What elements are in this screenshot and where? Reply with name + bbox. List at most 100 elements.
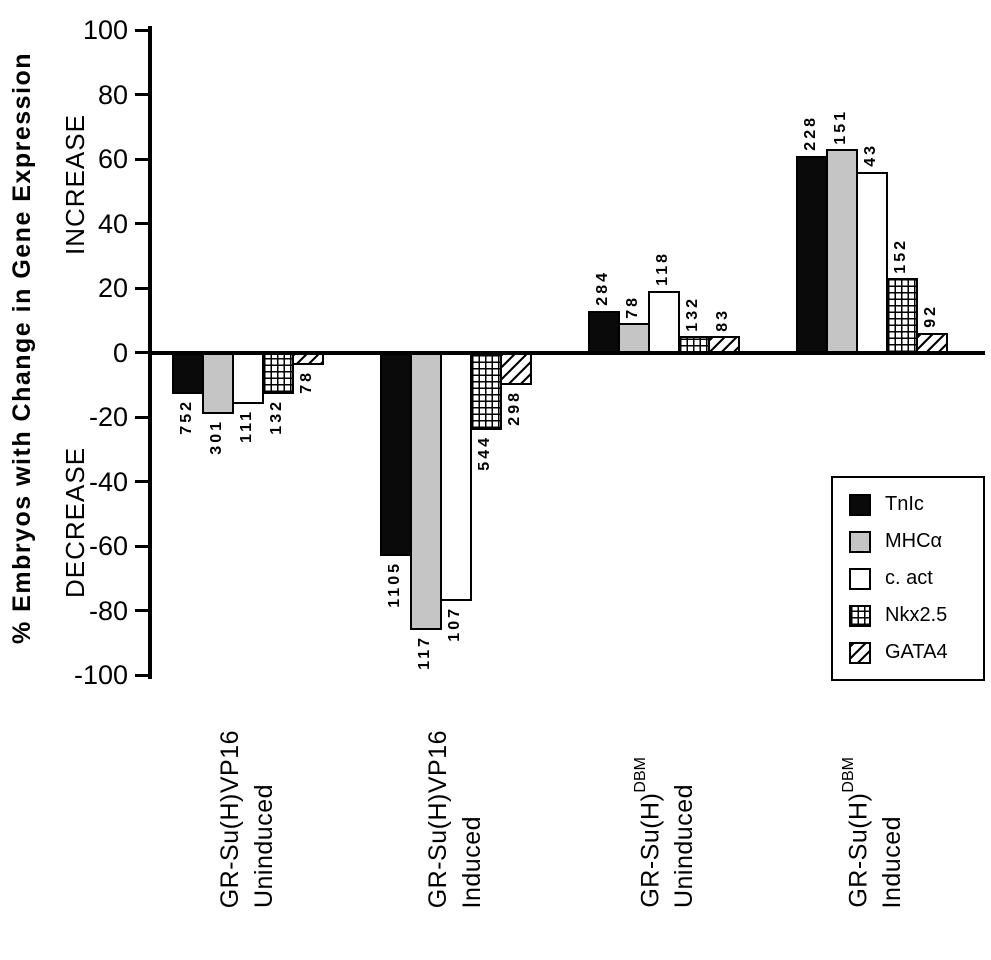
legend-swatch-diag: [849, 641, 871, 664]
bar-sample-count: 152: [892, 237, 909, 274]
y-tick-label: -60: [88, 531, 128, 561]
legend-item: c. act: [849, 567, 967, 590]
y-tick-mark: [135, 93, 148, 96]
decrease-axis-label: DECREASE: [60, 446, 90, 598]
group-name-superscript: DBM: [840, 757, 857, 793]
bar-mhc-alpha-group2: [410, 350, 442, 630]
bar-c-act-group4: [856, 171, 888, 355]
group-condition: Uninduced: [670, 783, 699, 908]
bar-tnic-group1: [172, 350, 204, 395]
bar-sample-count: 132: [684, 295, 701, 332]
bar-sample-count: 78: [624, 294, 641, 319]
x-group-label: GR-Su(H)VP16 Induced: [424, 730, 487, 908]
bar-nkx2-5-group2: [470, 350, 502, 430]
bar-gata4-group4: [916, 333, 948, 355]
group-name-base: GR-Su(H): [844, 792, 873, 908]
group-name-superscript: DBM: [632, 757, 649, 793]
bar-c-act-group3: [648, 291, 680, 355]
group-name: GR-Su(H)VP16: [424, 730, 453, 908]
legend-swatch-white: [849, 567, 871, 590]
legend-swatch-grid: [849, 604, 871, 627]
group-condition: Induced: [458, 815, 486, 908]
y-tick-label: -100: [73, 660, 128, 690]
bar-sample-count: 118: [654, 251, 671, 287]
group-name-base: GR-Su(H)VP16: [216, 729, 244, 908]
y-tick-mark: [135, 609, 148, 612]
bar-sample-count: 544: [476, 434, 493, 471]
bar-sample-count: 298: [506, 389, 523, 426]
x-group-label: GR-Su(H)DBM Uninduced: [632, 757, 699, 908]
bar-nkx2-5-group1: [262, 350, 294, 395]
group-name: GR-Su(H)DBM: [840, 757, 873, 908]
legend-label: MHCα: [885, 530, 943, 552]
x-group-label: GR-Su(H)VP16 Uninduced: [216, 730, 279, 908]
group-condition: Uninduced: [250, 783, 278, 908]
legend-label: Nkx2.5: [885, 604, 948, 626]
x-group-label: GR-Su(H)DBM Induced: [840, 757, 907, 908]
bar-sample-count: 111: [238, 409, 255, 444]
bar-gata4-group3: [708, 336, 740, 355]
y-tick-label: -80: [88, 595, 128, 626]
y-tick-mark: [135, 351, 148, 354]
y-tick-mark: [135, 673, 148, 677]
bar-sample-count: 301: [208, 418, 225, 455]
bar-gata4-group2: [500, 350, 532, 385]
legend-item: Nkx2.5: [849, 604, 967, 627]
group-name: GR-Su(H)DBM: [632, 757, 665, 908]
bar-sample-count: 107: [446, 605, 463, 642]
group-name-base: GR-Su(H): [636, 792, 665, 908]
bar-nkx2-5-group4: [886, 278, 918, 355]
bar-tnic-group3: [588, 310, 620, 355]
y-tick-label: 40: [97, 208, 128, 239]
legend: TnIc MHCα c. act Nkx2.5 GATA4: [831, 476, 985, 681]
y-tick-label: 0: [112, 337, 128, 368]
legend-swatch-gray: [849, 530, 871, 553]
legend-label: TnIc: [885, 493, 924, 515]
bar-mhc-alpha-group3: [618, 323, 650, 355]
y-tick-label: 100: [82, 15, 128, 45]
bar-tnic-group2: [380, 350, 412, 556]
y-tick-mark: [135, 480, 148, 483]
y-tick-mark: [135, 157, 148, 161]
bar-sample-count: 92: [922, 304, 939, 329]
y-tick-mark: [135, 544, 148, 548]
bar-c-act-group2: [440, 350, 472, 601]
legend-item: TnIc: [849, 493, 967, 516]
group-name: GR-Su(H)VP16: [216, 730, 245, 908]
y-tick-mark: [135, 28, 148, 32]
bar-sample-count: 151: [832, 108, 849, 145]
bar-sample-count: 43: [862, 143, 879, 167]
bar-mhc-alpha-group1: [202, 350, 234, 414]
y-axis-title: % Embryos with Change in Gene Expression: [8, 51, 36, 645]
bar-sample-count: 132: [268, 399, 285, 436]
group-condition: Induced: [878, 815, 907, 908]
bar-sample-count: 284: [594, 269, 611, 306]
y-tick-mark: [135, 222, 148, 225]
bar-sample-count: 78: [298, 370, 315, 395]
y-tick-label: 80: [97, 79, 128, 110]
y-tick-label: -20: [88, 402, 128, 432]
bar-sample-count: 83: [714, 307, 731, 332]
y-tick-label: 60: [97, 144, 128, 174]
bar-tnic-group4: [796, 155, 828, 355]
legend-label: c. act: [885, 567, 933, 589]
legend-swatch-black: [849, 493, 871, 516]
y-tick-label: 20: [97, 273, 128, 303]
y-tick-mark: [135, 286, 148, 290]
legend-item: GATA4: [849, 641, 967, 664]
y-tick-mark: [135, 415, 148, 419]
bar-mhc-alpha-group4: [826, 149, 858, 355]
group-name-base: GR-Su(H)VP16: [424, 729, 452, 908]
bar-sample-count: 752: [178, 399, 195, 436]
bar-sample-count: 228: [802, 115, 819, 151]
legend-item: MHCα: [849, 530, 967, 553]
increase-axis-label: INCREASE: [60, 114, 90, 256]
bar-sample-count: 117: [416, 634, 433, 670]
bar-sample-count: 1105: [386, 560, 403, 608]
bar-c-act-group1: [232, 350, 264, 405]
y-tick-label: -40: [88, 466, 128, 497]
x-axis-line: [148, 350, 985, 355]
legend-label: GATA4: [885, 641, 948, 663]
